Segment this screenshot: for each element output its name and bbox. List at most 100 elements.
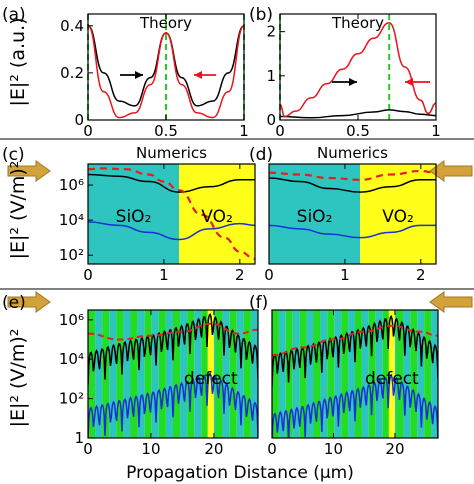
stripe-region [396,310,404,438]
x-tick-label: 0.5 [346,122,370,140]
region-material [269,164,361,264]
stripe-region [201,310,209,438]
stripe-region [123,310,131,438]
panel-title: Numerics [317,144,388,162]
stripe-region [173,310,181,438]
series-envelope-black [272,314,438,387]
x-tick-label: 10 [141,440,160,458]
stripe-region [95,310,103,438]
stripe-region [341,310,349,438]
stripe-region [250,310,258,438]
series-line-blue [269,224,436,239]
stripe-region [272,310,279,438]
y-tick-label: 10² [59,390,84,408]
region-label: defect [365,369,419,389]
x-tick-label: 1 [340,266,350,284]
stripe-region [278,310,286,438]
panel-letter: (e) [2,293,26,313]
y-axis-label: |E|² (V/m)² [7,329,29,428]
y-tick-label: 1 [266,67,276,85]
x-tick-label: 1 [431,122,441,140]
black-arrow-head [349,78,357,86]
y-tick-label: 10⁴ [59,350,84,368]
region-material [360,164,436,264]
y-tick-label: 2 [266,23,276,41]
stripe-region [299,310,307,438]
region-material [179,164,255,264]
panel-letter: (c) [2,145,25,165]
x-tick-label: 0 [83,440,93,458]
stripe-region [236,310,244,438]
series-line-dashred [269,169,436,181]
x-tick-label: 2 [416,266,426,284]
axes-frame [268,163,437,265]
x-axis-label: Propagation Distance (μm) [126,463,354,483]
series-line-black [269,177,436,193]
x-tick-label: 0.5 [154,122,178,140]
stripe-region [109,310,117,438]
x-tick-label: 2 [235,266,245,284]
stripe-region [410,310,418,438]
stripe-region [165,310,173,438]
panel-title: Numerics [136,144,207,162]
x-tick-label: 0 [83,122,93,140]
y-tick-label: 0.4 [60,17,84,35]
incident-beam-arrow [7,160,51,182]
panel-letter: (f) [249,293,268,313]
series-envelope-dashred [88,322,258,341]
stripe-region [348,310,355,438]
stripe-region [327,310,335,438]
region-material [388,310,395,438]
stripe-region [403,310,411,438]
series-line-dashred [88,167,255,260]
series-line-black [280,109,436,119]
x-tick-label: 1 [159,266,169,284]
stripe-region [144,310,152,438]
series-line-blue [88,221,255,241]
region-label: SiO₂ [116,207,152,227]
red-arrow-head [194,71,202,79]
panel-title: Theory [139,14,192,32]
panel-letter: (b) [249,5,273,25]
stripe-region [355,310,362,438]
series-line-black [88,173,255,193]
stripe-region [424,310,432,438]
x-tick-label: 0 [264,266,274,284]
incident-beam-arrow [7,291,51,313]
stripe-region [361,310,369,438]
y-tick-label: 0.2 [60,64,84,82]
panel-letter: (d) [249,145,273,165]
y-tick-label: 0 [266,111,276,129]
stripe-region [180,310,188,438]
stripe-region [88,310,96,438]
series-envelope-blue [88,372,258,438]
x-tick-label: 20 [385,440,404,458]
stripe-region [215,310,223,438]
stripe-region [382,310,390,438]
stripe-region [306,310,314,438]
stripe-region [334,310,342,438]
stripe-region [151,310,159,438]
red-arrow-head [405,78,413,86]
y-tick-label: 10² [59,246,84,264]
stripe-region [229,310,237,438]
series-envelope-black [88,313,258,385]
x-tick-label: 10 [324,440,343,458]
axes-frame [271,309,439,439]
stripe-region [313,310,321,438]
stripe-region [292,310,300,438]
y-tick-label: 10⁶ [59,176,84,194]
axes-frame [87,309,259,439]
x-tick-label: 1 [239,122,249,140]
panel-letter: (a) [2,5,26,25]
stripe-region [431,310,438,438]
stripe-region [130,310,138,438]
axes-frame [87,163,256,265]
panel-title: Theory [331,14,384,32]
stripe-region [368,310,376,438]
region-label: SiO₂ [297,207,333,227]
x-tick-label: 20 [204,440,223,458]
x-tick-label: 0 [275,122,285,140]
